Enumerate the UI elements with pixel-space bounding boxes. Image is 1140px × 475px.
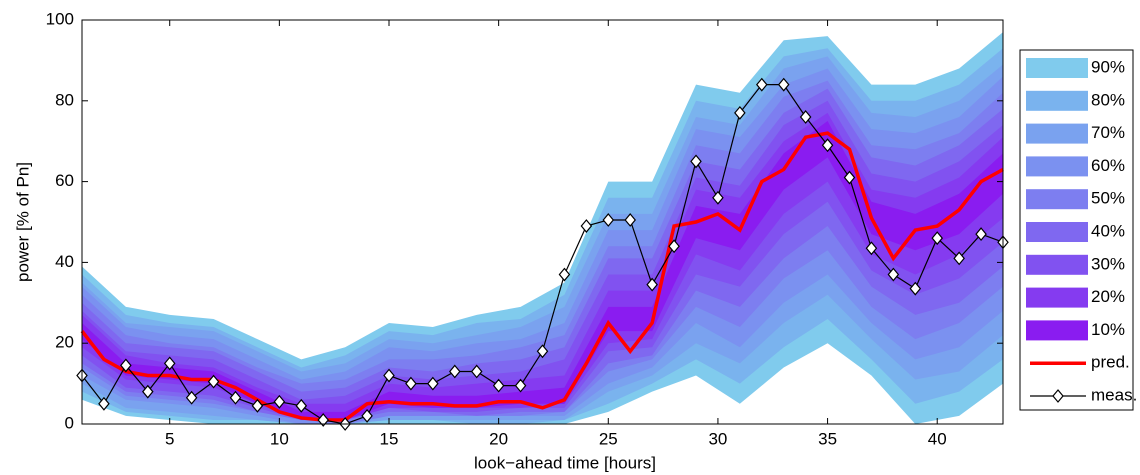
marker bbox=[120, 358, 132, 373]
marker bbox=[98, 396, 110, 411]
marker bbox=[843, 170, 856, 185]
marker bbox=[185, 390, 198, 405]
legend-marker bbox=[1052, 389, 1064, 403]
marker bbox=[405, 376, 417, 391]
marker bbox=[163, 356, 176, 371]
marker bbox=[953, 251, 965, 266]
marker bbox=[865, 241, 878, 256]
x-tick-label: 25 bbox=[599, 429, 618, 448]
legend: 90% 80% 70% 60% 50% 40% 30% 20% 10% pred. meas. bbox=[1026, 57, 1137, 404]
marker bbox=[624, 213, 636, 227]
marker bbox=[580, 219, 593, 233]
legend-label: 60% bbox=[1091, 156, 1125, 175]
marker bbox=[427, 376, 439, 391]
marker bbox=[251, 398, 264, 413]
marker bbox=[317, 413, 329, 427]
legend-label: 50% bbox=[1091, 189, 1125, 208]
marker bbox=[273, 394, 286, 409]
marker bbox=[690, 154, 702, 169]
x-tick-label: 35 bbox=[818, 429, 837, 448]
legend-swatch bbox=[1026, 254, 1088, 275]
marker bbox=[383, 368, 395, 383]
legend-label: 80% bbox=[1091, 90, 1125, 109]
legend-swatch bbox=[1026, 156, 1088, 177]
marker bbox=[756, 77, 768, 92]
marker bbox=[909, 281, 922, 296]
x-tick-label: 5 bbox=[165, 429, 174, 448]
marker bbox=[142, 384, 154, 399]
y-tick-label: 40 bbox=[55, 252, 74, 271]
marker bbox=[536, 344, 549, 359]
legend-swatch bbox=[1026, 287, 1088, 308]
x-tick-label: 30 bbox=[708, 429, 727, 448]
marker bbox=[646, 277, 658, 292]
legend-label: 90% bbox=[1091, 57, 1125, 76]
y-tick-label: 20 bbox=[55, 333, 74, 352]
legend-label: 10% bbox=[1091, 320, 1125, 339]
legend-label: 70% bbox=[1091, 123, 1125, 142]
interval-band bbox=[82, 121, 1003, 420]
legend-label: 20% bbox=[1091, 287, 1125, 306]
x-tick-label: 40 bbox=[928, 429, 947, 448]
legend-swatch bbox=[1026, 90, 1088, 111]
marker bbox=[361, 408, 373, 423]
marker bbox=[821, 138, 834, 153]
x-axis-label: look−ahead time [hours] bbox=[474, 453, 656, 472]
marker bbox=[470, 364, 483, 379]
marker bbox=[514, 378, 527, 393]
marker bbox=[887, 267, 900, 282]
marker bbox=[734, 105, 746, 120]
marker bbox=[492, 378, 505, 393]
marker bbox=[668, 239, 680, 254]
y-tick-label: 100 bbox=[46, 9, 74, 28]
plot-area bbox=[76, 19, 1009, 431]
legend-label: pred. bbox=[1091, 353, 1130, 372]
legend-label: meas. bbox=[1091, 385, 1137, 404]
x-tick-label: 15 bbox=[380, 429, 399, 448]
marker bbox=[712, 190, 724, 205]
marker bbox=[602, 213, 615, 227]
legend-swatch bbox=[1026, 123, 1088, 144]
marker bbox=[558, 267, 571, 282]
legend-swatch bbox=[1026, 189, 1088, 210]
marker bbox=[229, 390, 242, 405]
legend-label: 30% bbox=[1091, 254, 1125, 273]
marker bbox=[777, 77, 790, 92]
marker bbox=[295, 398, 308, 413]
y-tick-label: 60 bbox=[55, 171, 74, 190]
marker bbox=[799, 110, 812, 124]
prediction-line bbox=[80, 131, 1004, 422]
y-tick-label: 0 bbox=[65, 413, 74, 432]
legend-swatch bbox=[1026, 320, 1088, 341]
marker bbox=[449, 364, 461, 379]
x-tick-label: 10 bbox=[270, 429, 289, 448]
legend-swatch bbox=[1026, 222, 1088, 242]
y-tick-label: 80 bbox=[55, 90, 74, 109]
plot-frame bbox=[81, 19, 1004, 425]
marker bbox=[975, 227, 987, 242]
legend-swatch bbox=[1026, 58, 1088, 78]
marker bbox=[207, 374, 220, 389]
legend-label: 40% bbox=[1091, 221, 1125, 240]
x-tick-label: 20 bbox=[489, 429, 508, 448]
marker bbox=[931, 231, 943, 246]
y-axis-label: power [% of Pn] bbox=[13, 162, 32, 282]
